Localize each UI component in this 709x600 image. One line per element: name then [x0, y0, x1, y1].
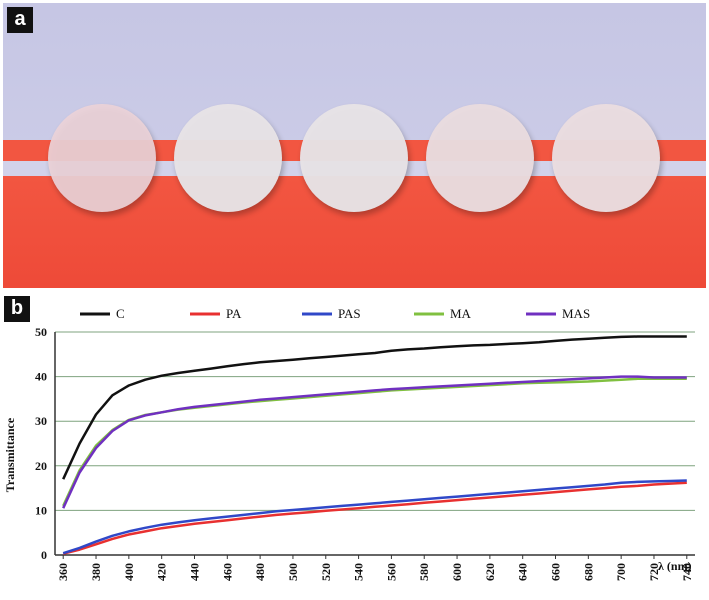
legend-label-pa: PA [226, 306, 242, 321]
y-tick-label: 20 [35, 459, 47, 473]
x-tick-label: 440 [187, 563, 201, 581]
sample-disc [426, 104, 534, 212]
x-tick-label: 660 [549, 563, 563, 581]
x-tick-label: 740 [680, 563, 694, 581]
x-tick-label: 520 [319, 563, 333, 581]
x-tick-label: 620 [483, 563, 497, 581]
y-tick-label: 10 [35, 503, 47, 517]
x-tick-label: 600 [450, 563, 464, 581]
legend-label-c: C [116, 306, 125, 321]
panel-a-photo: a [3, 3, 706, 288]
sample-disc [300, 104, 408, 212]
x-tick-label: 540 [352, 563, 366, 581]
x-tick-label: 500 [286, 563, 300, 581]
legend-label-mas: MAS [562, 306, 590, 321]
series-line-c [62, 335, 687, 480]
x-tick-label: 720 [647, 563, 661, 581]
panel-label-b: b [4, 296, 30, 322]
x-tick-label: 640 [516, 563, 530, 581]
transmittance-chart: 0 10 20 30 40 50 360 380 400 420 440 460 480 500 520 5… [3, 306, 695, 581]
panel-label-a: a [7, 7, 33, 33]
y-tick-label: 40 [35, 370, 47, 384]
y-tick-label: 50 [35, 325, 47, 339]
series-line-ma [62, 377, 687, 507]
sample-disc [174, 104, 282, 212]
x-axis-title: λ (nm) [658, 559, 692, 573]
x-tick-label: 480 [253, 563, 267, 581]
panel-b-chart: 0 10 20 30 40 50 360 380 400 420 440 460 480 500 520 5… [0, 292, 709, 595]
series-line-pas [62, 479, 687, 555]
sample-disc [552, 104, 660, 212]
x-tick-label: 420 [155, 563, 169, 581]
x-tick-label: 460 [220, 563, 234, 581]
x-tick-label: 560 [384, 563, 398, 581]
y-tick-label: 30 [35, 414, 47, 428]
series-line-mas [62, 375, 687, 509]
legend-label-ma: MA [450, 306, 472, 321]
x-tick-label: 360 [56, 563, 70, 581]
x-tick-label: 400 [122, 563, 136, 581]
x-tick-label: 680 [581, 563, 595, 581]
x-tick-label: 700 [614, 563, 628, 581]
series-line-pa [62, 481, 687, 555]
legend-label-pas: PAS [338, 306, 361, 321]
sample-disc [48, 104, 156, 212]
sample-discs-photo [3, 3, 706, 288]
x-tick-label: 580 [417, 563, 431, 581]
y-tick-label: 0 [41, 548, 47, 562]
y-axis-title: Transmittance [3, 417, 17, 492]
x-tick-label: 380 [89, 563, 103, 581]
